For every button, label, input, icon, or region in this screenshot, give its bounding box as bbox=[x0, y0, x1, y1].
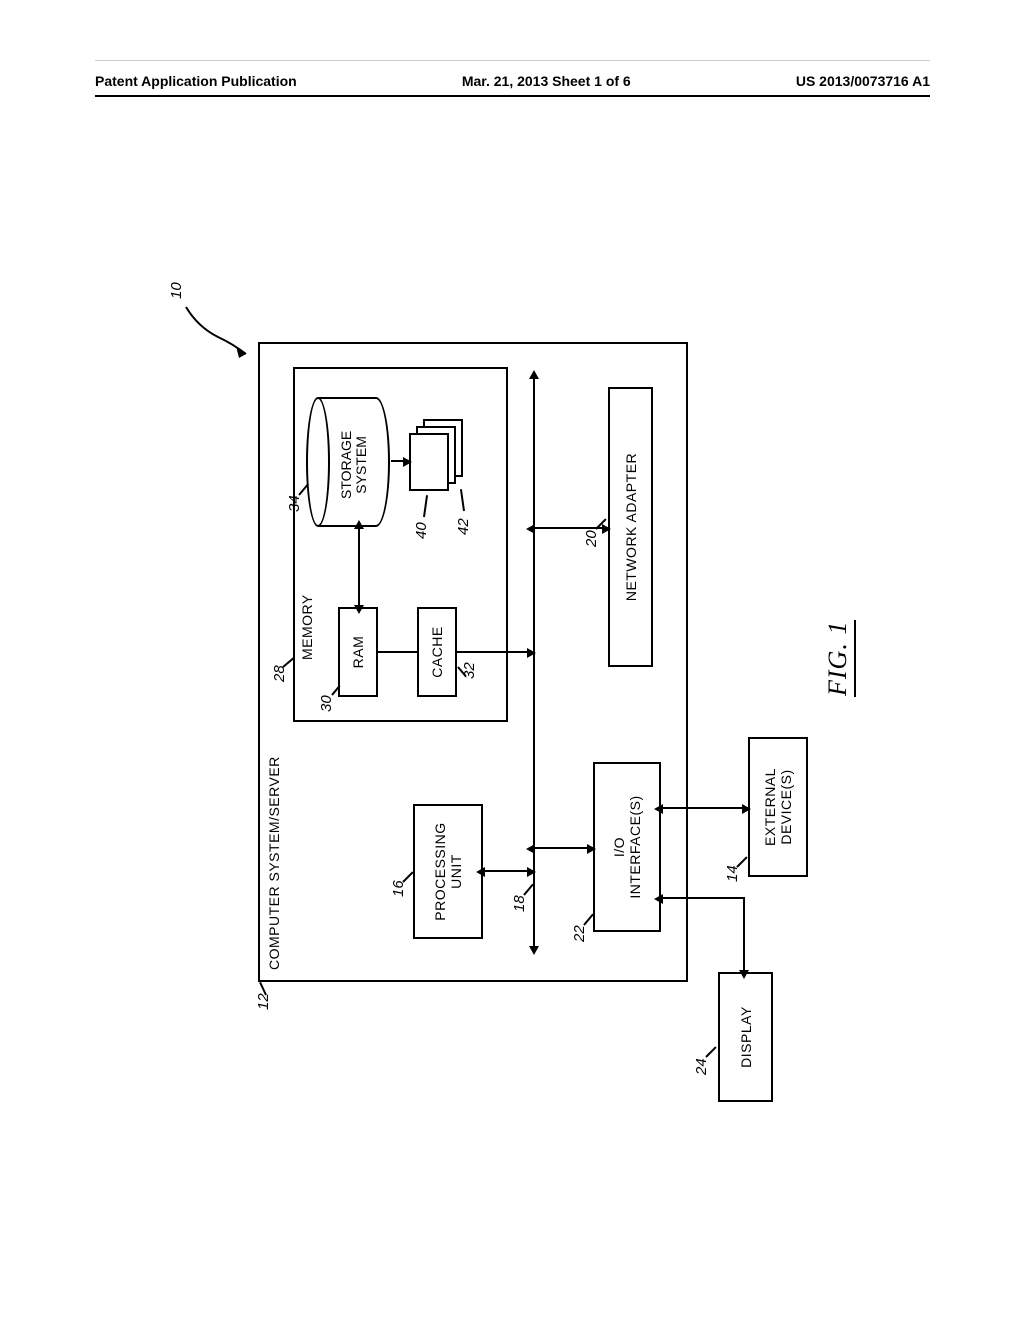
edge-pu-bus bbox=[483, 870, 533, 872]
ref-12: 12 bbox=[255, 993, 272, 1010]
arrow-io-u bbox=[526, 844, 535, 854]
arrow-ram-storage-r bbox=[354, 520, 364, 529]
arrow-na-d bbox=[602, 524, 611, 534]
edge-bus-na bbox=[533, 527, 608, 529]
arrow-na-u bbox=[526, 524, 535, 534]
ref-42: 42 bbox=[455, 518, 472, 535]
cache-box: CACHE bbox=[417, 607, 457, 697]
arrow-ext-u bbox=[654, 804, 663, 814]
edge-io-ext bbox=[661, 807, 748, 809]
external-devices-box: EXTERNALDEVICE(S) bbox=[748, 737, 808, 877]
ram-label: RAM bbox=[350, 636, 366, 669]
figure-caption: FIG. 1 bbox=[823, 620, 856, 697]
arrow-pu-u bbox=[476, 867, 485, 877]
edge-io-disp-v bbox=[661, 897, 745, 899]
ref-22: 22 bbox=[571, 925, 588, 942]
arrow-disp-u bbox=[654, 894, 663, 904]
arrow-storage-modules bbox=[403, 457, 412, 467]
ref-10: 10 bbox=[168, 282, 185, 299]
arrow-pu-d bbox=[527, 867, 536, 877]
ref-28: 28 bbox=[271, 665, 288, 682]
edge-bus-io bbox=[533, 847, 593, 849]
edge-ram-storage bbox=[358, 527, 360, 607]
arrow-disp-l bbox=[739, 970, 749, 979]
bus-line bbox=[533, 377, 535, 947]
bus-arrow-r bbox=[529, 370, 539, 379]
edge-cache-bus bbox=[457, 651, 533, 653]
processing-unit-box: PROCESSINGUNIT bbox=[413, 804, 483, 939]
processing-unit-label: PROCESSINGUNIT bbox=[431, 822, 463, 920]
header-mid: Mar. 21, 2013 Sheet 1 of 6 bbox=[462, 73, 631, 89]
patent-page: Patent Application Publication Mar. 21, … bbox=[95, 60, 930, 1250]
header-right: US 2013/0073716 A1 bbox=[796, 73, 930, 89]
edge-io-disp-h bbox=[743, 897, 745, 972]
ref-18: 18 bbox=[511, 895, 528, 912]
ref-20: 20 bbox=[583, 530, 600, 547]
network-adapter-box: NETWORK ADAPTER bbox=[608, 387, 653, 667]
arrow-ext-d bbox=[742, 804, 751, 814]
display-box: DISPLAY bbox=[718, 972, 773, 1102]
storage-label: STORAGESYSTEM bbox=[339, 431, 370, 499]
figure-area: 10 COMPUTER SYSTEM/SERVER 12 MEMORY 28 R… bbox=[95, 97, 930, 1217]
header-left: Patent Application Publication bbox=[95, 73, 297, 89]
ram-box: RAM bbox=[338, 607, 378, 697]
arrow-ram-storage-l bbox=[354, 605, 364, 614]
ref-30: 30 bbox=[318, 695, 335, 712]
bus-arrow-l bbox=[529, 946, 539, 955]
storage-cyl-top bbox=[306, 397, 330, 527]
page-header: Patent Application Publication Mar. 21, … bbox=[95, 61, 930, 97]
ref-40: 40 bbox=[413, 522, 430, 539]
ref-24: 24 bbox=[693, 1058, 710, 1075]
leader-14 bbox=[736, 856, 747, 867]
ref-16: 16 bbox=[390, 880, 407, 897]
io-box: I/OINTERFACE(S) bbox=[593, 762, 661, 932]
ref-34: 34 bbox=[286, 495, 303, 512]
cache-label: CACHE bbox=[429, 626, 445, 678]
leader-24 bbox=[705, 1046, 716, 1057]
memory-label: MEMORY bbox=[299, 594, 315, 660]
diagram-rotated: 10 COMPUTER SYSTEM/SERVER 12 MEMORY 28 R… bbox=[163, 157, 863, 1157]
ref-14: 14 bbox=[724, 865, 741, 882]
io-label: I/OINTERFACE(S) bbox=[610, 795, 642, 898]
module-front bbox=[409, 433, 449, 491]
network-adapter-label: NETWORK ADAPTER bbox=[622, 453, 638, 601]
edge-ram-cache bbox=[378, 651, 417, 653]
display-label: DISPLAY bbox=[737, 1006, 753, 1068]
arrow-io-d bbox=[587, 844, 596, 854]
leader-10 bbox=[178, 302, 253, 362]
arrow-cache-d bbox=[527, 648, 536, 658]
computer-system-label: COMPUTER SYSTEM/SERVER bbox=[266, 756, 282, 970]
external-devices-label: EXTERNALDEVICE(S) bbox=[761, 768, 793, 846]
